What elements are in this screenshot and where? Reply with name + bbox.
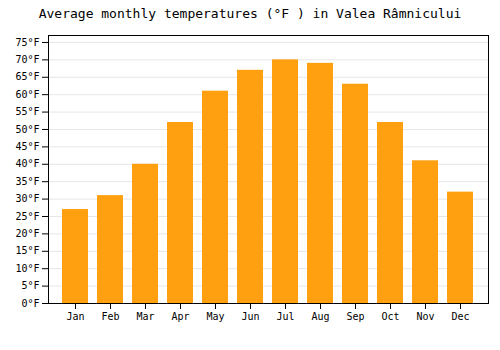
- svg-text:0°F: 0°F: [21, 298, 39, 309]
- svg-text:75°F: 75°F: [15, 37, 39, 48]
- svg-text:60°F: 60°F: [15, 89, 39, 100]
- svg-text:20°F: 20°F: [15, 228, 39, 239]
- svg-text:40°F: 40°F: [15, 158, 39, 169]
- svg-text:15°F: 15°F: [15, 245, 39, 256]
- svg-text:5°F: 5°F: [21, 280, 39, 291]
- svg-text:Apr: Apr: [171, 311, 189, 322]
- svg-text:70°F: 70°F: [15, 54, 39, 65]
- svg-text:65°F: 65°F: [15, 71, 39, 82]
- svg-text:55°F: 55°F: [15, 106, 39, 117]
- html-text:Average monthly temperatures (: Average monthly temperatures (°F ) in Va…: [38, 6, 462, 21]
- svg-text:50°F: 50°F: [15, 124, 39, 135]
- svg-text:Sep: Sep: [346, 311, 364, 322]
- svg-text:Oct: Oct: [381, 311, 399, 322]
- svg-text:Jan: Jan: [66, 311, 84, 322]
- svg-text:Feb: Feb: [101, 311, 119, 322]
- svg-text:10°F: 10°F: [15, 263, 39, 274]
- svg-text:Mar: Mar: [136, 311, 154, 322]
- svg-text:30°F: 30°F: [15, 193, 39, 204]
- svg-text:Jun: Jun: [241, 311, 259, 322]
- svg-text:Dec: Dec: [451, 311, 469, 322]
- svg-text:45°F: 45°F: [15, 141, 39, 152]
- svg-text:35°F: 35°F: [15, 176, 39, 187]
- svg-text:Nov: Nov: [416, 311, 434, 322]
- svg-text:25°F: 25°F: [15, 211, 39, 222]
- svg-text:May: May: [206, 311, 224, 322]
- svg-text:Aug: Aug: [311, 311, 329, 322]
- svg-text:Jul: Jul: [276, 311, 294, 322]
